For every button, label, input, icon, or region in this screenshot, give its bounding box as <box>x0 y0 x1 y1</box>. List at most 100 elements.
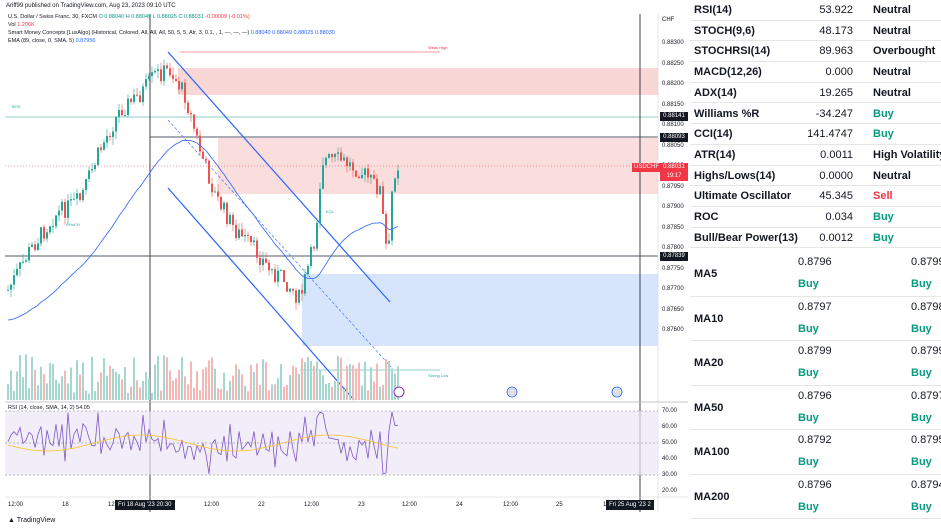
candle-body <box>127 98 129 116</box>
ma-simple-action: Buy <box>798 411 819 424</box>
volume-legend[interactable]: Vol 1.206K <box>8 22 35 28</box>
volume-bar <box>247 391 249 400</box>
price-tick: 0.88200 <box>662 81 684 87</box>
indicator-row: STOCH(9,6) 48.173 Neutral <box>690 21 941 42</box>
time-cursor-left: Fri 18 Aug '23 20:30 <box>115 500 175 510</box>
candle-body <box>46 232 48 239</box>
price-badge-current: 0.88031 <box>660 163 688 172</box>
us-flag-icon[interactable] <box>506 386 518 398</box>
ma-name: MA100 <box>694 446 730 458</box>
volume-bar <box>355 368 357 400</box>
candle-body <box>28 247 30 261</box>
candle-body <box>256 240 258 258</box>
candle-body <box>166 65 168 69</box>
volume-label: Vol <box>8 22 16 28</box>
candle-body <box>220 196 222 210</box>
time-cursor-right: Fri 25 Aug '23 2 <box>606 500 654 510</box>
volume-bar <box>19 355 21 400</box>
indicator-value: 45.345 <box>819 190 853 203</box>
indicator-row: Bull/Bear Power(13) 0.0012 Buy <box>690 228 941 249</box>
indicator-value: 0.0011 <box>820 148 853 161</box>
price-tick: 0.87900 <box>662 204 684 210</box>
ma-exp-value: 0.8799 <box>911 345 941 357</box>
indicator-value: 141.4747 <box>807 128 853 141</box>
volume-bar <box>121 379 123 400</box>
candle-body <box>205 158 207 161</box>
indicator-name: MACD(12,26) <box>694 66 762 79</box>
candle-body <box>202 151 204 159</box>
us-flag-icon[interactable] <box>611 386 623 398</box>
candle-body <box>190 112 192 115</box>
moving-averages-table: MA5 0.8796 0.8799 Buy Buy MA10 0.8797 0.8798 Buy… <box>690 252 941 530</box>
ma-exp-value: 0.8794 <box>911 478 941 491</box>
candle-body <box>142 86 144 103</box>
volume-bar <box>76 360 78 400</box>
chart-area[interactable]: Ariff99 published on TradingView.com, Au… <box>0 0 688 530</box>
candle-body <box>289 288 291 292</box>
candle-body <box>103 142 105 150</box>
indicator-name: RSI(14) <box>694 4 732 16</box>
candle-body <box>283 270 285 283</box>
price-tick: 0.88250 <box>662 60 684 67</box>
volume-bar <box>259 384 261 400</box>
volume-bar <box>331 386 333 400</box>
rsi-tick: 70.00 <box>662 408 678 414</box>
volume-bar <box>157 356 159 400</box>
volume-bar <box>322 375 324 400</box>
volume-bar <box>34 369 36 400</box>
channel-lower-line <box>167 187 355 401</box>
price-tick: 0.88150 <box>662 101 684 108</box>
volume-bar <box>379 386 381 400</box>
time-tick: 12:00 <box>503 502 519 508</box>
ma-simple-value: 0.8797 <box>798 300 832 313</box>
rsi-legend[interactable]: RSI (14, close, SMA, 14, 2) 54.05 <box>8 405 90 411</box>
ma-simple-action: Buy <box>798 367 819 379</box>
ma-simple-action: Buy <box>798 456 819 468</box>
ma-exp-action: Buy <box>911 500 932 513</box>
symbol-legend[interactable]: U.S. Dollar / Swiss Franc, 30, FXCM O 0.… <box>8 14 250 20</box>
candle-body <box>319 188 321 223</box>
volume-bar <box>115 371 117 400</box>
volume-bar <box>25 354 27 400</box>
ema-legend[interactable]: EMA (89, close, 0, SMA, 5) 0.87956 <box>8 38 95 44</box>
volume-bar <box>118 373 120 400</box>
volume-bar <box>136 380 138 400</box>
ma-exp-value: 0.8799 <box>911 256 941 268</box>
ema-line <box>7 139 399 321</box>
price-chart[interactable] <box>0 0 688 530</box>
candle-body <box>223 202 225 210</box>
volume-bar <box>319 370 321 400</box>
candle-body <box>304 274 306 294</box>
candle-body <box>130 98 132 103</box>
time-tick: 12:00 <box>204 502 220 508</box>
indicator-action: Sell <box>873 190 893 203</box>
volume-bar <box>274 384 276 400</box>
candle-body <box>229 214 231 224</box>
volume-bar <box>145 371 147 400</box>
candle-body <box>259 257 261 266</box>
candle-body <box>55 215 57 227</box>
volume-bar <box>22 377 24 400</box>
tradingview-logo[interactable]: ▲ TradingView <box>8 517 55 524</box>
ma-name: MA50 <box>694 401 724 414</box>
candle-body <box>286 282 288 292</box>
candle-body <box>37 243 39 250</box>
candles[interactable] <box>7 59 399 310</box>
candle-body <box>211 183 213 193</box>
candle-body <box>115 116 117 132</box>
smc-legend[interactable]: Smart Money Concepts [LuxAlgo] (Historic… <box>8 30 335 36</box>
volume-bar <box>373 381 375 400</box>
price-tick: 0.87700 <box>662 286 684 292</box>
candle-body <box>58 210 60 216</box>
candle-body <box>274 269 276 282</box>
volume-bar <box>43 374 45 400</box>
candle-body <box>97 147 99 166</box>
price-tick: 0.88100 <box>662 122 684 128</box>
ohlc-high: H 0.88049 <box>125 14 152 20</box>
publish-header: Ariff99 published on TradingView.com, Au… <box>6 3 176 9</box>
candle-body <box>145 79 147 87</box>
candle-body <box>118 110 120 117</box>
candle-body <box>148 75 150 80</box>
volume-bar <box>241 374 243 400</box>
event-icon[interactable] <box>393 386 405 398</box>
